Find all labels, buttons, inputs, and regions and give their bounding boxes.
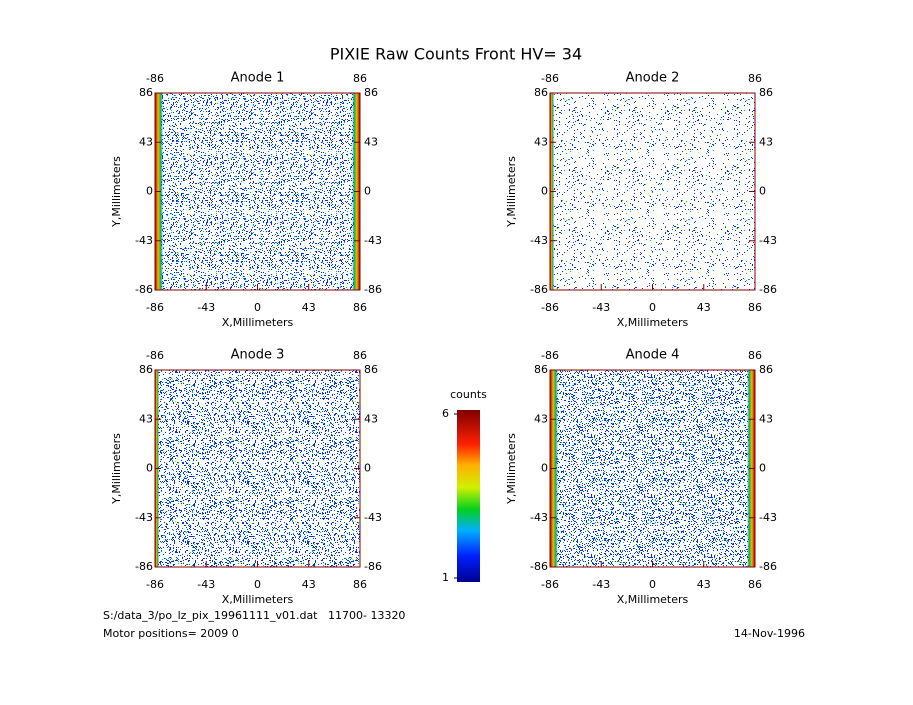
x2-tick-label: 86 bbox=[353, 349, 367, 362]
heatmap-image bbox=[155, 370, 360, 567]
x-axis-label: X,Millimeters bbox=[617, 316, 689, 329]
x-tick-label: -43 bbox=[592, 578, 610, 591]
colorbar-tick-label: 1 bbox=[442, 571, 449, 584]
x-tick-label: -86 bbox=[541, 578, 559, 591]
y2-tick-label: 0 bbox=[364, 462, 371, 475]
panel-title: Anode 2 bbox=[626, 71, 680, 86]
y2-tick-label: 0 bbox=[759, 185, 766, 198]
x-tick-label: -86 bbox=[146, 301, 164, 314]
y-tick-label: 86 bbox=[534, 363, 548, 376]
figure-title: PIXIE Raw Counts Front HV= 34 bbox=[330, 45, 582, 64]
x2-tick-label: 86 bbox=[353, 72, 367, 85]
x-tick-label: 43 bbox=[697, 578, 711, 591]
y-tick-label: 0 bbox=[146, 185, 153, 198]
date: 14-Nov-1996 bbox=[734, 627, 805, 640]
x-tick-label: 43 bbox=[302, 301, 316, 314]
y2-tick-label: 86 bbox=[364, 86, 378, 99]
y2-tick-label: 43 bbox=[759, 135, 773, 148]
heatmap-image bbox=[550, 370, 755, 567]
x-tick-label: 43 bbox=[697, 301, 711, 314]
panel-title: Anode 4 bbox=[626, 348, 680, 363]
y-tick-label: 0 bbox=[146, 462, 153, 475]
y-tick-label: -86 bbox=[530, 283, 548, 296]
y-tick-label: 43 bbox=[534, 412, 548, 425]
y-tick-label: 86 bbox=[139, 86, 153, 99]
y-tick-label: 86 bbox=[534, 86, 548, 99]
x-tick-label: -43 bbox=[197, 301, 215, 314]
y2-tick-label: 43 bbox=[759, 412, 773, 425]
x-tick-label: 0 bbox=[649, 578, 656, 591]
x2-tick-label: -86 bbox=[146, 349, 164, 362]
x2-tick-label: 86 bbox=[748, 72, 762, 85]
x-tick-label: 0 bbox=[649, 301, 656, 314]
colorbar bbox=[457, 410, 480, 582]
x-tick-label: 43 bbox=[302, 578, 316, 591]
x2-tick-label: 86 bbox=[748, 349, 762, 362]
y-tick-label: 43 bbox=[139, 412, 153, 425]
panel-title: Anode 1 bbox=[231, 71, 285, 86]
y-tick-label: -43 bbox=[530, 511, 548, 524]
y-tick-label: 43 bbox=[534, 135, 548, 148]
heatmap-image bbox=[155, 93, 360, 290]
y-axis-label: Y,Millimeters bbox=[505, 433, 518, 505]
x-tick-label: 86 bbox=[748, 301, 762, 314]
y2-tick-label: 0 bbox=[759, 462, 766, 475]
colorbar-tick-label: 6 bbox=[442, 407, 449, 420]
y-tick-label: -43 bbox=[135, 234, 153, 247]
y-axis-label: Y,Millimeters bbox=[110, 433, 123, 505]
heatmap-image bbox=[550, 93, 755, 290]
x-tick-label: 86 bbox=[748, 578, 762, 591]
y2-tick-label: -43 bbox=[759, 234, 777, 247]
panel-title: Anode 3 bbox=[231, 348, 285, 363]
y-axis-label: Y,Millimeters bbox=[110, 156, 123, 228]
y2-tick-label: -43 bbox=[759, 511, 777, 524]
y-tick-label: -43 bbox=[530, 234, 548, 247]
y2-tick-label: 43 bbox=[364, 412, 378, 425]
y2-tick-label: -43 bbox=[364, 511, 382, 524]
x-axis-label: X,Millimeters bbox=[617, 593, 689, 606]
x-axis-label: X,Millimeters bbox=[222, 316, 294, 329]
y2-tick-label: 86 bbox=[364, 363, 378, 376]
y-tick-label: 0 bbox=[541, 185, 548, 198]
x-axis-label: X,Millimeters bbox=[222, 593, 294, 606]
motor-info: Motor positions= 2009 0 bbox=[103, 627, 239, 640]
y-tick-label: -86 bbox=[530, 560, 548, 573]
x-tick-label: -86 bbox=[146, 578, 164, 591]
x2-tick-label: -86 bbox=[541, 349, 559, 362]
y2-tick-label: 0 bbox=[364, 185, 371, 198]
x-tick-label: 0 bbox=[254, 578, 261, 591]
x-tick-label: 86 bbox=[353, 578, 367, 591]
y2-tick-label: -86 bbox=[759, 560, 777, 573]
x2-tick-label: -86 bbox=[146, 72, 164, 85]
x-tick-label: -86 bbox=[541, 301, 559, 314]
x-tick-label: -43 bbox=[197, 578, 215, 591]
y-tick-label: 86 bbox=[139, 363, 153, 376]
y2-tick-label: -86 bbox=[364, 560, 382, 573]
y2-tick-label: 43 bbox=[364, 135, 378, 148]
y2-tick-label: -43 bbox=[364, 234, 382, 247]
y-tick-label: -86 bbox=[135, 283, 153, 296]
y-tick-label: -43 bbox=[135, 511, 153, 524]
x2-tick-label: -86 bbox=[541, 72, 559, 85]
y2-tick-label: 86 bbox=[759, 363, 773, 376]
y2-tick-label: -86 bbox=[759, 283, 777, 296]
y-tick-label: 0 bbox=[541, 462, 548, 475]
y-axis-label: Y,Millimeters bbox=[505, 156, 518, 228]
x-tick-label: 86 bbox=[353, 301, 367, 314]
x-tick-label: 0 bbox=[254, 301, 261, 314]
y-tick-label: -86 bbox=[135, 560, 153, 573]
y-tick-label: 43 bbox=[139, 135, 153, 148]
file-info: S:/data_3/po_lz_pix_19961111_v01.dat 117… bbox=[103, 609, 405, 622]
colorbar-label: counts bbox=[450, 388, 487, 401]
y2-tick-label: 86 bbox=[759, 86, 773, 99]
y2-tick-label: -86 bbox=[364, 283, 382, 296]
x-tick-label: -43 bbox=[592, 301, 610, 314]
